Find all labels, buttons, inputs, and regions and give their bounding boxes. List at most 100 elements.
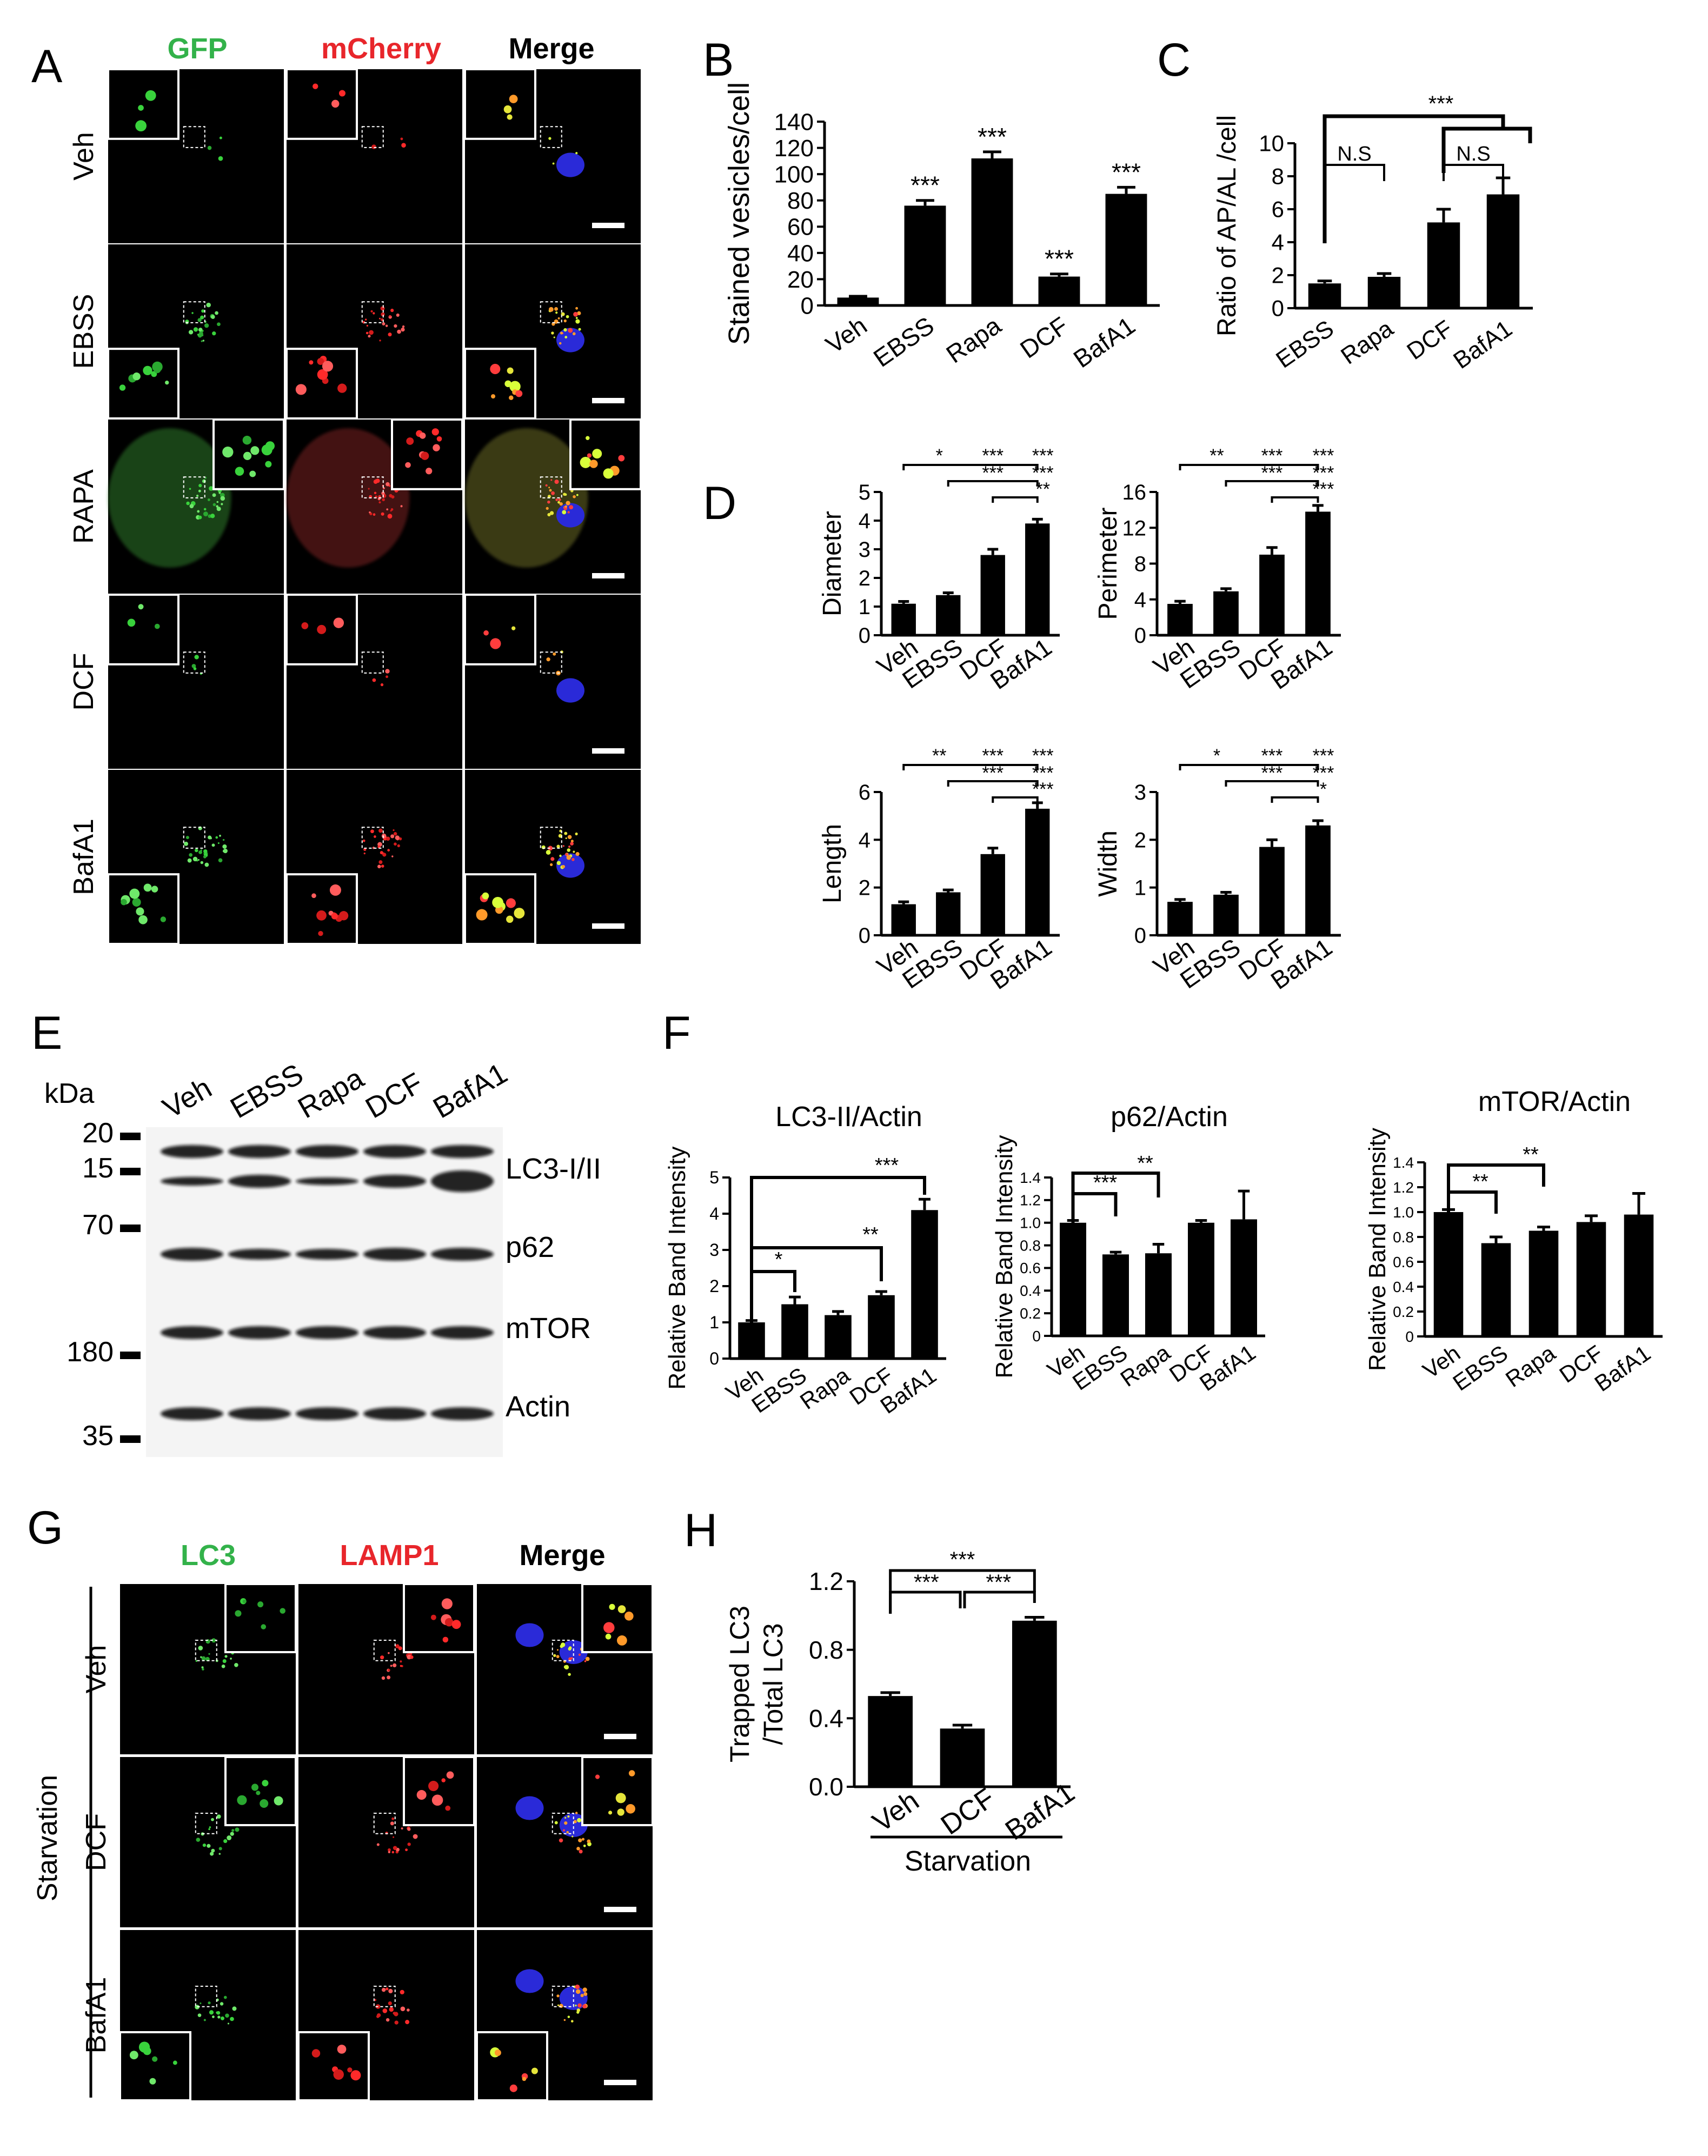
lane-label: Veh (157, 1072, 217, 1125)
fluorescent-puncta (380, 683, 384, 687)
panel-label-c: C (1157, 34, 1191, 86)
zoom-inset (224, 1583, 297, 1653)
fluorescent-puncta (203, 511, 208, 517)
fluorescent-puncta (564, 1821, 568, 1825)
fluorescent-puncta (549, 511, 554, 515)
fluorescent-puncta (570, 842, 574, 846)
fluorescent-puncta (626, 1804, 635, 1814)
y-axis-label: Length (818, 824, 847, 903)
group-label: Starvation (32, 1775, 63, 1901)
y-axis-label: Ratio of AP/AL /cell (1213, 115, 1241, 336)
blot-band (296, 1326, 358, 1339)
chart-title: LC3-II/Actin (775, 1101, 922, 1133)
fluorescent-puncta (317, 624, 327, 634)
bracket-label: *** (1261, 763, 1283, 783)
bar (980, 854, 1005, 935)
significance-bracket (1271, 796, 1319, 803)
fluorescent-puncta (210, 1852, 214, 1856)
fluorescent-puncta (582, 2004, 587, 2009)
bar (1012, 1620, 1057, 1787)
lane-label: EBSS (225, 1057, 309, 1124)
fluorescent-puncta (366, 324, 368, 327)
significance-bracket (902, 764, 1039, 770)
bracket-label: *** (1261, 463, 1283, 483)
y-tick-label: 5 (859, 481, 870, 504)
fluorescent-puncta (390, 834, 395, 839)
y-axis-label: Relative Band Intensity (664, 1146, 690, 1389)
panel-g-col-merge: Merge (519, 1539, 605, 1572)
fluorescent-puncta (364, 318, 367, 321)
fluorescent-puncta (559, 854, 562, 857)
fluorescent-puncta (567, 835, 572, 840)
fluorescent-puncta (187, 858, 192, 863)
fluorescent-puncta (389, 494, 393, 498)
fluorescent-puncta (198, 331, 203, 336)
fluorescent-puncta (185, 836, 189, 840)
chart-f-p62: p62/Actin 0 0.2 0.4 0.6 0.8 1.0 1.2 1.4Relative … (991, 1101, 1265, 1396)
fluorescent-puncta (550, 479, 553, 481)
bar (1188, 1222, 1214, 1336)
fluorescent-puncta (563, 319, 567, 323)
blot-band (161, 1248, 223, 1261)
fluorescent-puncta (316, 910, 327, 921)
fluorescent-puncta (220, 2016, 225, 2020)
roi-box (183, 301, 205, 323)
fluorescent-puncta (400, 137, 403, 141)
bracket-label: ** (932, 746, 946, 766)
fluorescent-puncta (405, 1848, 408, 1852)
zoom-inset (403, 1583, 475, 1653)
panel-a-col-merge: Merge (508, 32, 594, 65)
bracket-label: *** (1313, 746, 1334, 766)
fluorescent-puncta (386, 1987, 389, 1991)
fluorescent-puncta (573, 1820, 577, 1824)
fluorescent-puncta (208, 1653, 210, 1655)
fluorescent-puncta (605, 1633, 612, 1640)
panel-label-a: A (31, 41, 63, 92)
fluorescent-puncta (562, 510, 567, 515)
bracket-label: * (775, 1248, 783, 1271)
fluorescent-puncta (235, 1827, 240, 1832)
blot-band (161, 1326, 223, 1339)
fluorescent-puncta (197, 510, 200, 513)
x-tick-label: BafA1 (1590, 1340, 1655, 1396)
row-label: Veh (68, 132, 99, 181)
fluorescent-puncta (378, 860, 383, 864)
fluorescent-puncta (394, 842, 397, 846)
fluorescent-puncta (564, 505, 568, 508)
fluorescent-puncta (490, 638, 501, 649)
blot-band (363, 1248, 426, 1261)
fluorescent-puncta (578, 1653, 581, 1656)
fluorescent-puncta (295, 384, 307, 395)
fluorescent-puncta (554, 307, 558, 311)
fluorescent-puncta (568, 846, 571, 848)
fluorescent-puncta (198, 484, 202, 488)
fluorescent-puncta (556, 1655, 560, 1659)
blot-band (431, 1145, 494, 1158)
fluorescent-puncta (395, 835, 400, 840)
bar (980, 555, 1005, 635)
fluorescent-puncta (138, 2041, 150, 2053)
chart-f-lc3: LC3-II/Actin 0 1 2 3 4 5 Relative Band Intensit… (664, 1101, 946, 1419)
fluorescent-puncta (509, 395, 514, 401)
zoom-inset (285, 68, 358, 140)
fluorescent-puncta (617, 1605, 626, 1613)
fluorescent-puncta (560, 1642, 566, 1647)
fluorescent-puncta (575, 1989, 581, 1994)
fluorescent-puncta (570, 840, 574, 843)
significance-bracket (1322, 114, 1505, 243)
significance-bracket (1447, 1163, 1545, 1212)
bracket-label: ** (1137, 1152, 1153, 1175)
fluorescent-puncta (587, 453, 592, 458)
fluorescent-puncta (382, 2008, 388, 2013)
fluorescent-puncta (209, 1826, 211, 1828)
blot-band (228, 1175, 291, 1188)
fluorescent-puncta (397, 329, 401, 334)
fluorescent-puncta (373, 480, 378, 484)
fluorescent-puncta (618, 455, 625, 462)
x-tick-label: BafA1 (1068, 311, 1140, 374)
fluorescent-puncta (562, 864, 566, 869)
fluorescent-puncta (401, 1827, 403, 1830)
nucleus (515, 1969, 544, 1993)
y-tick-label: 2 (1134, 828, 1146, 852)
